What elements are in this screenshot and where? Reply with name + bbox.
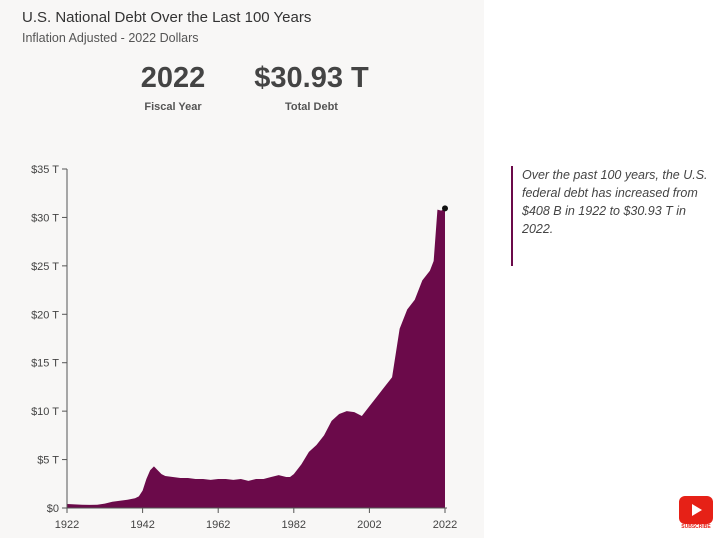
fiscal-year-label: Fiscal Year — [144, 101, 202, 113]
y-tick-label: $35 T — [31, 164, 59, 176]
x-tick-label: 1962 — [206, 519, 230, 531]
chart-title: U.S. National Debt Over the Last 100 Yea… — [22, 9, 312, 26]
youtube-subscribe-button[interactable] — [679, 496, 713, 524]
total-debt-label: Total Debt — [285, 101, 338, 113]
youtube-play-icon — [692, 504, 702, 516]
y-tick-label: $20 T — [31, 309, 59, 321]
highlight-point — [442, 205, 448, 212]
x-tick-label: 2002 — [357, 519, 381, 531]
y-tick-label: $5 T — [37, 455, 59, 467]
y-tick-label: $0 — [47, 503, 59, 515]
debt-area-chart: $0 $5 T $10 T $15 T $20 T $25 T $30 T $35 T 1922… — [31, 164, 457, 531]
youtube-subscribe-label[interactable]: SUBSCRIBE — [681, 524, 711, 530]
x-tick-label: 1942 — [130, 519, 154, 531]
x-tick-label: 1982 — [282, 519, 306, 531]
chart-subtitle: Inflation Adjusted - 2022 Dollars — [22, 31, 199, 45]
y-tick-label: $30 T — [31, 212, 59, 224]
x-tick-label: 1922 — [55, 519, 79, 531]
debt-area — [67, 208, 445, 509]
x-tick-label: 2022 — [433, 519, 457, 531]
y-tick-label: $25 T — [31, 261, 59, 273]
y-tick-label: $10 T — [31, 406, 59, 418]
y-tick-label: $15 T — [31, 358, 59, 370]
fiscal-year-value: 2022 — [140, 62, 206, 94]
annotation-note: Over the past 100 years, the U.S. federa… — [511, 166, 711, 266]
total-debt-value: $30.93 T — [254, 62, 369, 94]
annotation-text: Over the past 100 years, the U.S. federa… — [522, 168, 708, 236]
